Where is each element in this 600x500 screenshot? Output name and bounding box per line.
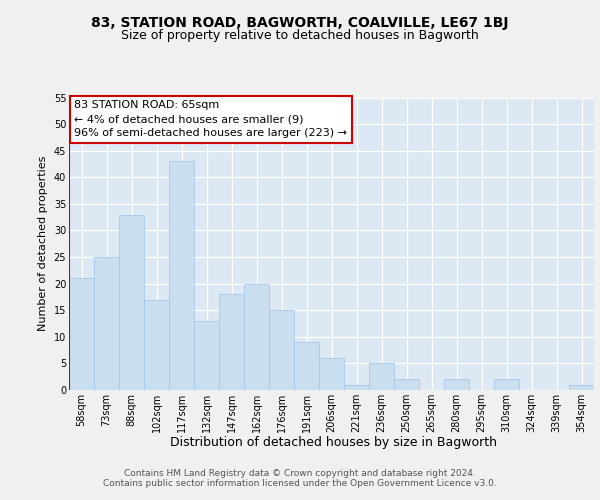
- Text: Size of property relative to detached houses in Bagworth: Size of property relative to detached ho…: [121, 30, 479, 43]
- Bar: [294, 342, 319, 390]
- Bar: [394, 380, 419, 390]
- Bar: [269, 310, 294, 390]
- Bar: [69, 278, 94, 390]
- Bar: [219, 294, 244, 390]
- Bar: [319, 358, 344, 390]
- Text: Distribution of detached houses by size in Bagworth: Distribution of detached houses by size …: [170, 436, 497, 449]
- Bar: [94, 257, 119, 390]
- Bar: [369, 364, 394, 390]
- Text: 83 STATION ROAD: 65sqm
← 4% of detached houses are smaller (9)
96% of semi-detac: 83 STATION ROAD: 65sqm ← 4% of detached …: [74, 100, 347, 138]
- Text: 83, STATION ROAD, BAGWORTH, COALVILLE, LE67 1BJ: 83, STATION ROAD, BAGWORTH, COALVILLE, L…: [91, 16, 509, 30]
- Y-axis label: Number of detached properties: Number of detached properties: [38, 156, 48, 332]
- Bar: [244, 284, 269, 390]
- Bar: [194, 321, 219, 390]
- Bar: [144, 300, 169, 390]
- Bar: [344, 384, 369, 390]
- Bar: [444, 380, 469, 390]
- Text: Contains HM Land Registry data © Crown copyright and database right 2024.: Contains HM Land Registry data © Crown c…: [124, 470, 476, 478]
- Text: Contains public sector information licensed under the Open Government Licence v3: Contains public sector information licen…: [103, 479, 497, 488]
- Bar: [119, 214, 144, 390]
- Bar: [569, 384, 594, 390]
- Bar: [494, 380, 519, 390]
- Bar: [169, 162, 194, 390]
